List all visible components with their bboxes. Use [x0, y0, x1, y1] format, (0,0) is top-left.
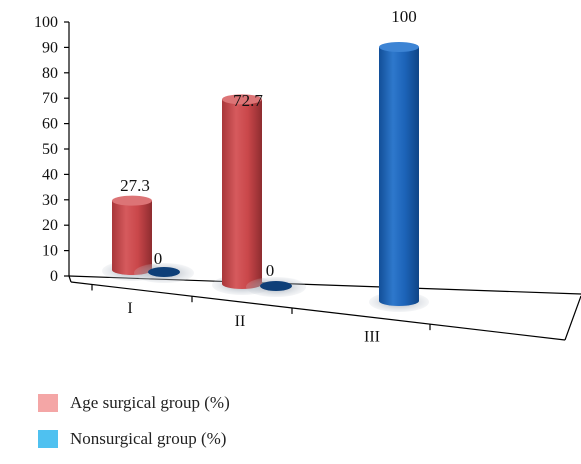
y-tick-label: 30	[42, 192, 58, 209]
x-tick-label: II	[235, 313, 246, 330]
legend-label-series-2: Nonsurgical group (%)	[70, 429, 227, 448]
legend: Age surgical group (%) Nonsurgical group…	[38, 392, 230, 464]
y-tick-label: 50	[42, 141, 58, 158]
bar-s2-III	[369, 42, 429, 312]
value-labels: 27.3 72.7 0 0 100	[120, 7, 417, 280]
x-tick-label: III	[364, 328, 380, 345]
y-tick-label: 20	[42, 217, 58, 234]
bar-top	[222, 94, 262, 105]
y-axis: 0 10 20 30 40 50 60 70 80 90 100	[34, 14, 69, 285]
y-tick-label: 80	[42, 65, 58, 82]
data-label: 100	[391, 7, 417, 26]
bar-body	[379, 47, 419, 306]
y-tick-label: 100	[34, 14, 58, 31]
bars	[102, 42, 429, 312]
zero-disc	[260, 281, 292, 291]
bar-top	[112, 195, 152, 206]
bar-body	[222, 99, 262, 289]
bar-body	[112, 200, 152, 275]
legend-item-series-1: Age surgical group (%)	[38, 392, 230, 414]
data-label: 0	[266, 261, 275, 280]
floor-left-edge	[68, 275, 72, 283]
data-label: 27.3	[120, 176, 150, 195]
y-tick-label: 90	[42, 39, 58, 56]
bar-s1-II	[212, 94, 272, 295]
y-tick-label: 10	[42, 243, 58, 260]
bar-top	[379, 42, 419, 52]
floor-right-edge	[564, 295, 581, 341]
legend-swatch-series-2	[38, 430, 58, 448]
zero-disc	[148, 267, 180, 277]
legend-swatch-series-1	[38, 394, 58, 412]
legend-label-series-1: Age surgical group (%)	[70, 393, 230, 412]
floor-front-edge	[70, 281, 566, 341]
legend-item-series-2: Nonsurgical group (%)	[38, 428, 230, 450]
data-label: 72.7	[233, 91, 263, 110]
y-tick-label: 40	[42, 166, 58, 183]
data-label: 0	[154, 249, 163, 268]
y-tick-label: 0	[50, 268, 58, 285]
y-tick-label: 70	[42, 90, 58, 107]
bar-s2-II	[246, 277, 306, 297]
y-tick-label: 60	[42, 116, 58, 133]
bar-s2-I	[134, 263, 194, 283]
x-tick-label: I	[127, 300, 132, 317]
